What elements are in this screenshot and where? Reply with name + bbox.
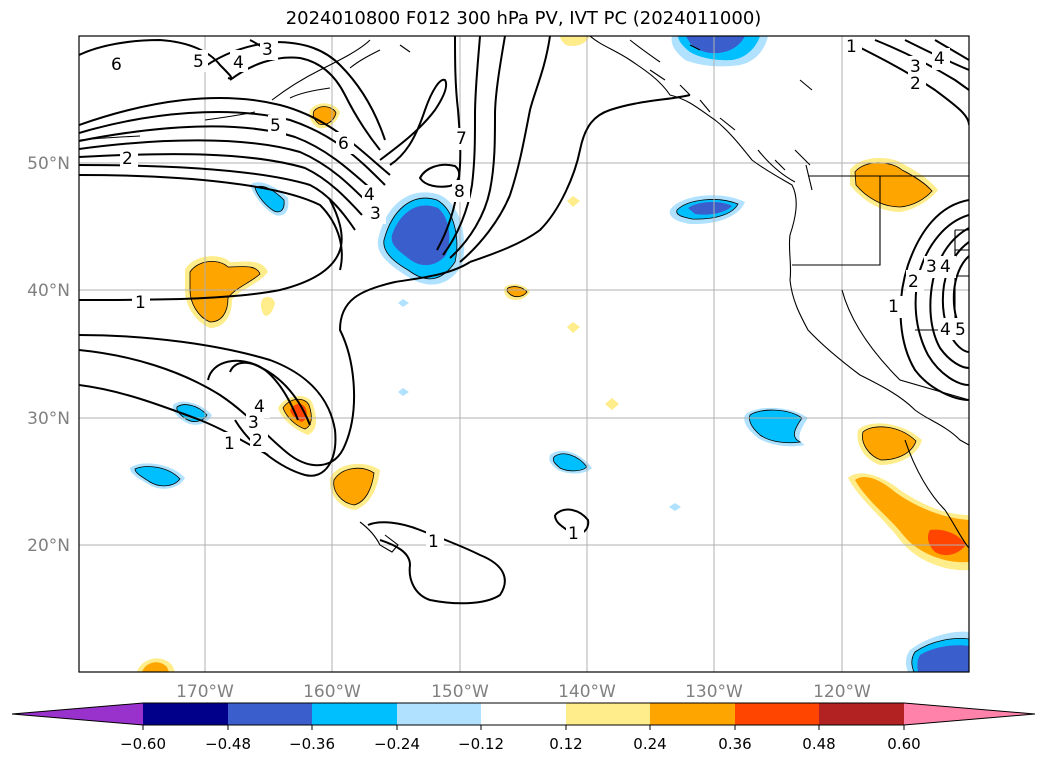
- colorbar-bin: [566, 703, 650, 725]
- contour-label: 6: [111, 55, 122, 75]
- colorbar-extend-low: [12, 703, 143, 725]
- colorbar-tick-label: 0.36: [718, 735, 751, 753]
- negative-pv-shading: [130, 36, 969, 672]
- contour-label: 1: [135, 293, 146, 313]
- shading-outlines: [134, 106, 969, 672]
- contour-label: 3: [926, 257, 937, 277]
- colorbar-tick-label: −0.60: [120, 735, 166, 753]
- lon-label-150w: 150°W: [431, 682, 489, 702]
- contour-label: 2: [252, 431, 263, 451]
- colorbar-tick-label: −0.48: [205, 735, 251, 753]
- lat-label-50n: 50°N: [27, 154, 70, 174]
- contour-label: 4: [934, 49, 945, 69]
- colorbar-bin: [735, 703, 819, 725]
- contour-labels: 6 5 4 3 5 6 2 4 3 7 8 1 4 3: [108, 36, 969, 552]
- map-frame: [78, 35, 970, 673]
- contour-label: 5: [193, 52, 204, 72]
- colorbar-tick-label: 0.24: [633, 735, 666, 753]
- colorbar-tick-label: −0.24: [374, 735, 420, 753]
- colorbar-extend-high: [904, 703, 1035, 725]
- contour-label: 7: [456, 129, 467, 149]
- contour-label: 1: [568, 524, 579, 544]
- map-title: 2024010800 F012 300 hPa PV, IVT PC (2024…: [285, 8, 762, 29]
- colorbar-bin: [481, 703, 566, 725]
- lon-label-160w: 160°W: [303, 682, 361, 702]
- contour-label: 3: [262, 40, 273, 60]
- lat-label-40n: 40°N: [27, 281, 70, 301]
- contour-label: 1: [888, 297, 899, 317]
- contour-label: 3: [248, 413, 259, 433]
- contour-label: 2: [908, 272, 919, 292]
- contour-label: 4: [233, 53, 244, 73]
- coastlines: [79, 36, 969, 553]
- lon-label-120w: 120°W: [813, 682, 871, 702]
- colorbar-tick-label: 0.60: [887, 735, 920, 753]
- contour-label: 4: [940, 320, 951, 340]
- colorbar-bin: [397, 703, 481, 725]
- contour-label: 5: [270, 116, 281, 136]
- colorbar-tick-label: −0.12: [458, 735, 504, 753]
- latitude-labels: 50°N 40°N 30°N 20°N: [27, 154, 70, 556]
- colorbar-tick-label: 0.12: [549, 735, 582, 753]
- pv-contours: [79, 36, 969, 605]
- colorbar-tick-label: −0.36: [289, 735, 335, 753]
- lon-label-130w: 130°W: [685, 682, 743, 702]
- colorbar-bin: [143, 703, 228, 725]
- lon-label-170w: 170°W: [176, 682, 234, 702]
- contour-label: 3: [910, 57, 921, 77]
- positive-pv-shading: [137, 36, 969, 672]
- colorbar-bin: [228, 703, 312, 725]
- colorbar-bin: [819, 703, 904, 725]
- contour-label: 6: [338, 134, 349, 154]
- lat-label-30n: 30°N: [27, 409, 70, 429]
- colorbar-tick-label: 0.48: [802, 735, 835, 753]
- contour-label: 1: [224, 434, 235, 454]
- contour-label: 2: [122, 149, 133, 169]
- map-plot-area: 6 5 4 3 5 6 2 4 3 7 8 1 4 3: [79, 36, 969, 672]
- contour-label: 1: [846, 37, 857, 57]
- gridlines: [79, 36, 969, 672]
- contour-label: 8: [454, 182, 465, 202]
- colorbar-bin: [650, 703, 735, 725]
- colorbar-ticks: [142, 725, 905, 730]
- lat-label-20n: 20°N: [27, 536, 70, 556]
- contour-label: 3: [370, 204, 381, 224]
- contour-label: 2: [910, 74, 921, 94]
- colorbar: −0.60 −0.48 −0.36 −0.24 −0.12 0.12 0.24 …: [11, 702, 1036, 753]
- contour-label: 4: [364, 185, 375, 205]
- contour-label: 1: [428, 532, 439, 552]
- longitude-labels: 170°W 160°W 150°W 140°W 130°W 120°W: [176, 682, 871, 702]
- contour-label: 4: [940, 257, 951, 277]
- lon-label-140w: 140°W: [558, 682, 616, 702]
- contour-label: 5: [955, 320, 966, 340]
- colorbar-bin: [312, 703, 397, 725]
- contour-label: 4: [254, 397, 265, 417]
